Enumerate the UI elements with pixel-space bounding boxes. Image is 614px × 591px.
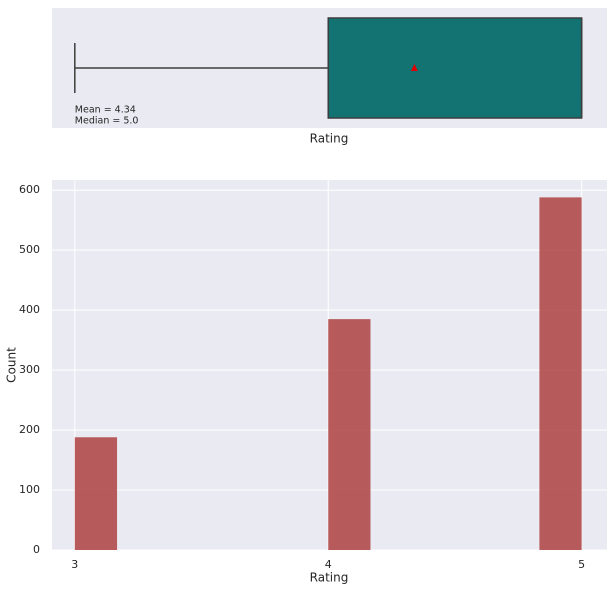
bar (539, 197, 582, 550)
y-tick-label: 100 (19, 483, 40, 496)
y-tick-label: 500 (19, 243, 40, 256)
y-tick-label: 600 (19, 183, 40, 196)
x-tick-label: 3 (71, 558, 78, 571)
x-axis-label: Rating (310, 571, 349, 585)
y-tick-label: 300 (19, 363, 40, 376)
box (327, 17, 583, 119)
annotation: Mean = 4.34 (75, 105, 136, 116)
y-tick-label: 0 (33, 543, 40, 556)
bar (74, 437, 118, 550)
x-tick-label: 4 (325, 558, 332, 571)
mean-marker (410, 64, 418, 71)
y-tick-label: 400 (19, 303, 40, 316)
y-axis-label: Count (5, 347, 19, 383)
x-axis-label: Rating (310, 132, 349, 146)
x-tick-label: 5 (578, 558, 585, 571)
y-tick-label: 200 (19, 423, 40, 436)
bar (328, 319, 371, 550)
annotation: Median = 5.0 (75, 116, 139, 127)
